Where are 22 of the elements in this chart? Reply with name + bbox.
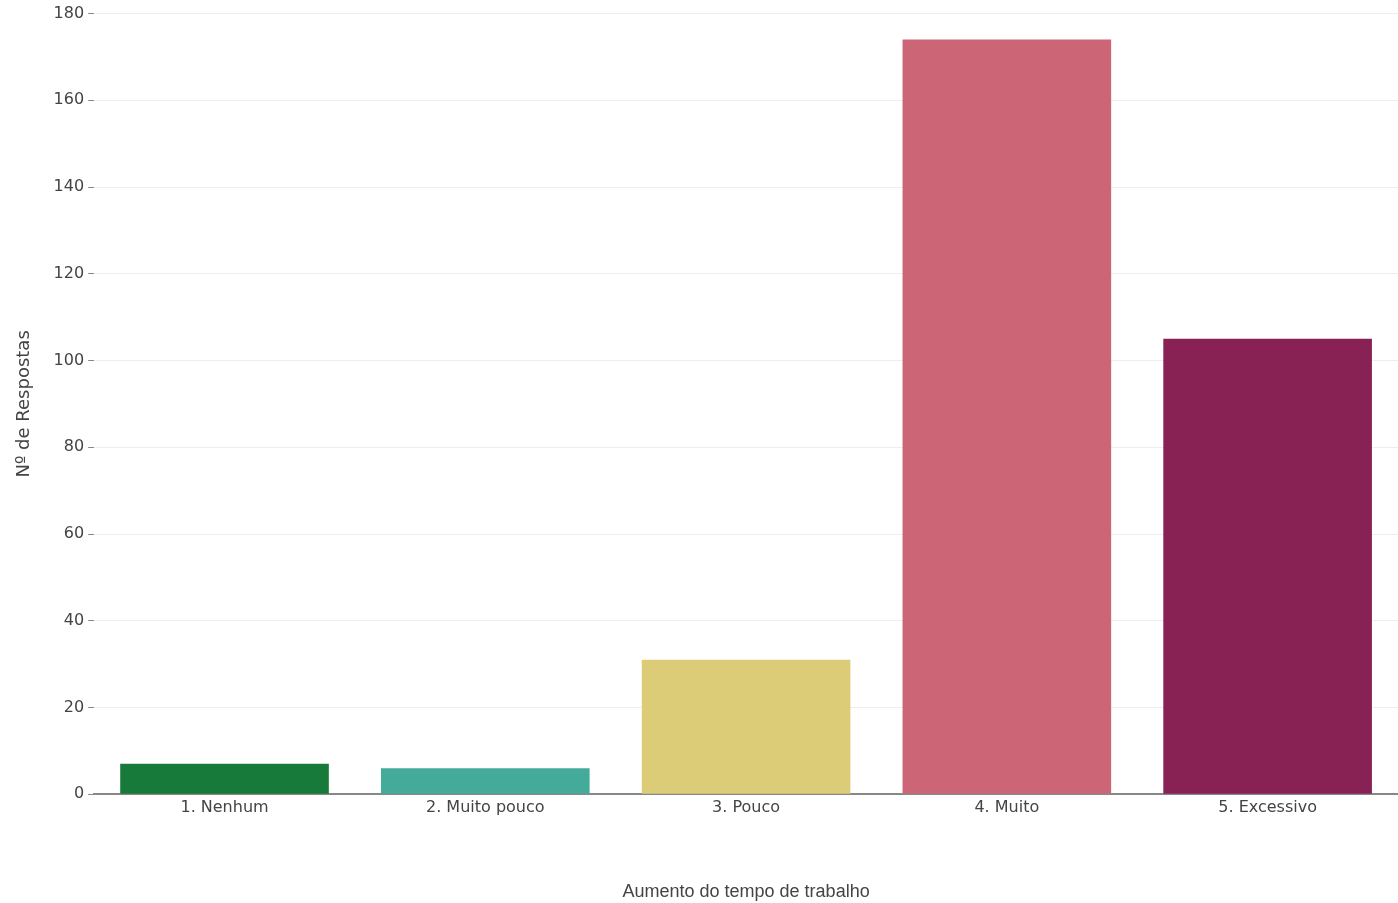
y-tick-label: 100 bbox=[53, 349, 85, 369]
bar bbox=[380, 768, 590, 794]
y-tick-label: 120 bbox=[53, 262, 85, 282]
y-tick-label: 60 bbox=[63, 523, 85, 543]
y-tick-label: 180 bbox=[53, 2, 85, 22]
y-tick-label: 140 bbox=[53, 176, 85, 196]
y-axis-title: Nº de Respostas bbox=[12, 330, 34, 478]
x-tick-label: 2. Muito pouco bbox=[426, 796, 545, 816]
x-tick-label: 5. Excessivo bbox=[1218, 796, 1317, 816]
x-axis-title: Aumento do tempo de trabalho bbox=[622, 881, 870, 902]
bar bbox=[120, 763, 329, 794]
bar bbox=[902, 39, 1112, 794]
y-tick-label: 160 bbox=[53, 89, 85, 109]
x-tick-label: 1. Nenhum bbox=[180, 796, 269, 816]
bar bbox=[1163, 338, 1372, 794]
bar bbox=[641, 659, 851, 794]
x-tick-label: 4. Muito bbox=[974, 796, 1040, 816]
x-tick-label: 3. Pouco bbox=[712, 796, 781, 816]
y-tick-label: 20 bbox=[63, 696, 85, 716]
y-tick-label: 0 bbox=[73, 783, 85, 803]
y-tick-label: 80 bbox=[63, 436, 85, 456]
y-tick-label: 40 bbox=[63, 609, 85, 629]
